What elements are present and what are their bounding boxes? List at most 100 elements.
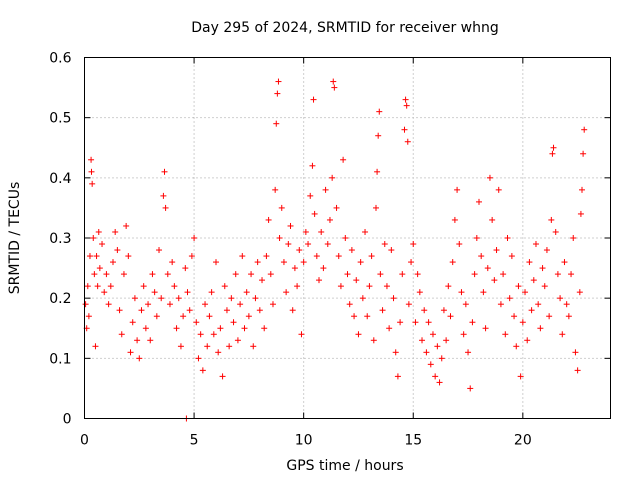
data-point — [579, 186, 586, 193]
x-tick-label: 20 — [514, 433, 532, 449]
data-point — [96, 265, 103, 272]
data-point — [537, 325, 544, 332]
data-point — [394, 373, 401, 380]
data-point — [259, 277, 266, 284]
data-point — [458, 289, 465, 296]
data-point — [522, 289, 529, 296]
data-point — [497, 301, 504, 308]
data-point — [445, 283, 452, 290]
data-point — [311, 210, 318, 217]
chart-title: Day 295 of 2024, SRMTID for receiver whn… — [191, 20, 499, 36]
data-point — [495, 186, 502, 193]
data-point — [419, 337, 426, 344]
data-point — [173, 325, 180, 332]
data-point — [329, 174, 336, 181]
data-point — [546, 313, 553, 320]
data-point — [153, 313, 160, 320]
data-point — [232, 271, 239, 278]
data-point — [436, 379, 443, 386]
y-tick-label: 0 — [63, 412, 72, 428]
data-point — [118, 331, 125, 338]
data-point — [294, 283, 301, 290]
x-tick-label: 15 — [404, 433, 422, 449]
data-point — [101, 289, 108, 296]
data-point — [342, 235, 349, 241]
y-tick-label: 0.1 — [49, 351, 71, 367]
data-point — [156, 247, 163, 254]
data-point — [493, 247, 500, 254]
data-point — [460, 331, 467, 338]
data-point — [217, 325, 224, 332]
data-point — [486, 174, 493, 181]
data-point — [399, 271, 406, 278]
data-point — [313, 253, 320, 260]
data-point — [184, 289, 191, 296]
data-point — [572, 349, 579, 356]
data-point — [416, 289, 423, 296]
data-point — [397, 319, 404, 326]
data-point — [440, 307, 447, 314]
data-point — [180, 313, 187, 320]
data-point — [565, 313, 572, 320]
data-point — [86, 253, 93, 260]
data-point — [530, 277, 537, 284]
data-point — [322, 186, 329, 193]
data-point — [548, 216, 555, 223]
data-point — [228, 295, 235, 302]
data-point — [337, 283, 344, 290]
data-point — [202, 301, 209, 308]
data-point — [515, 283, 522, 290]
data-point — [120, 271, 127, 278]
data-point — [160, 192, 167, 199]
data-point — [243, 289, 250, 296]
x-tick-label: 0 — [80, 433, 89, 449]
data-point — [421, 307, 428, 314]
data-point — [519, 319, 526, 326]
data-point — [206, 313, 213, 320]
data-point — [330, 78, 337, 85]
data-point — [465, 349, 472, 356]
data-point — [94, 283, 101, 290]
data-point — [204, 343, 211, 350]
data-point — [142, 325, 149, 332]
data-point — [524, 337, 531, 344]
data-point — [454, 186, 461, 193]
data-point — [480, 289, 487, 296]
data-point — [95, 228, 102, 235]
data-point — [375, 132, 382, 139]
data-point — [215, 349, 222, 356]
data-point — [359, 295, 366, 302]
data-point — [357, 259, 364, 266]
axis-ticks: 0 0.1 0.2 0.3 0.4 0.5 0.6 0 5 10 15 20 — [49, 51, 611, 449]
data-point — [333, 204, 340, 211]
data-point — [272, 186, 279, 193]
data-point — [379, 307, 386, 314]
data-point — [376, 108, 383, 115]
data-point — [434, 343, 441, 350]
data-point — [129, 319, 136, 326]
data-point — [234, 337, 241, 344]
data-point — [125, 253, 132, 260]
data-point — [269, 301, 276, 308]
data-point — [432, 373, 439, 380]
data-point — [355, 331, 362, 338]
data-point — [85, 313, 92, 320]
data-point — [326, 216, 333, 223]
data-point — [381, 241, 388, 248]
data-point — [175, 295, 182, 302]
data-point — [504, 235, 511, 241]
data-point — [570, 235, 577, 241]
data-point — [99, 241, 106, 248]
data-point — [320, 265, 327, 272]
data-point — [362, 228, 369, 235]
data-point — [353, 277, 360, 284]
data-point — [543, 247, 550, 254]
data-point — [197, 331, 204, 338]
data-point — [316, 277, 323, 284]
data-point — [408, 259, 415, 266]
data-point — [256, 307, 263, 314]
data-point — [581, 126, 588, 133]
data-point — [554, 271, 561, 278]
data-point — [535, 301, 542, 308]
data-point — [169, 259, 176, 266]
